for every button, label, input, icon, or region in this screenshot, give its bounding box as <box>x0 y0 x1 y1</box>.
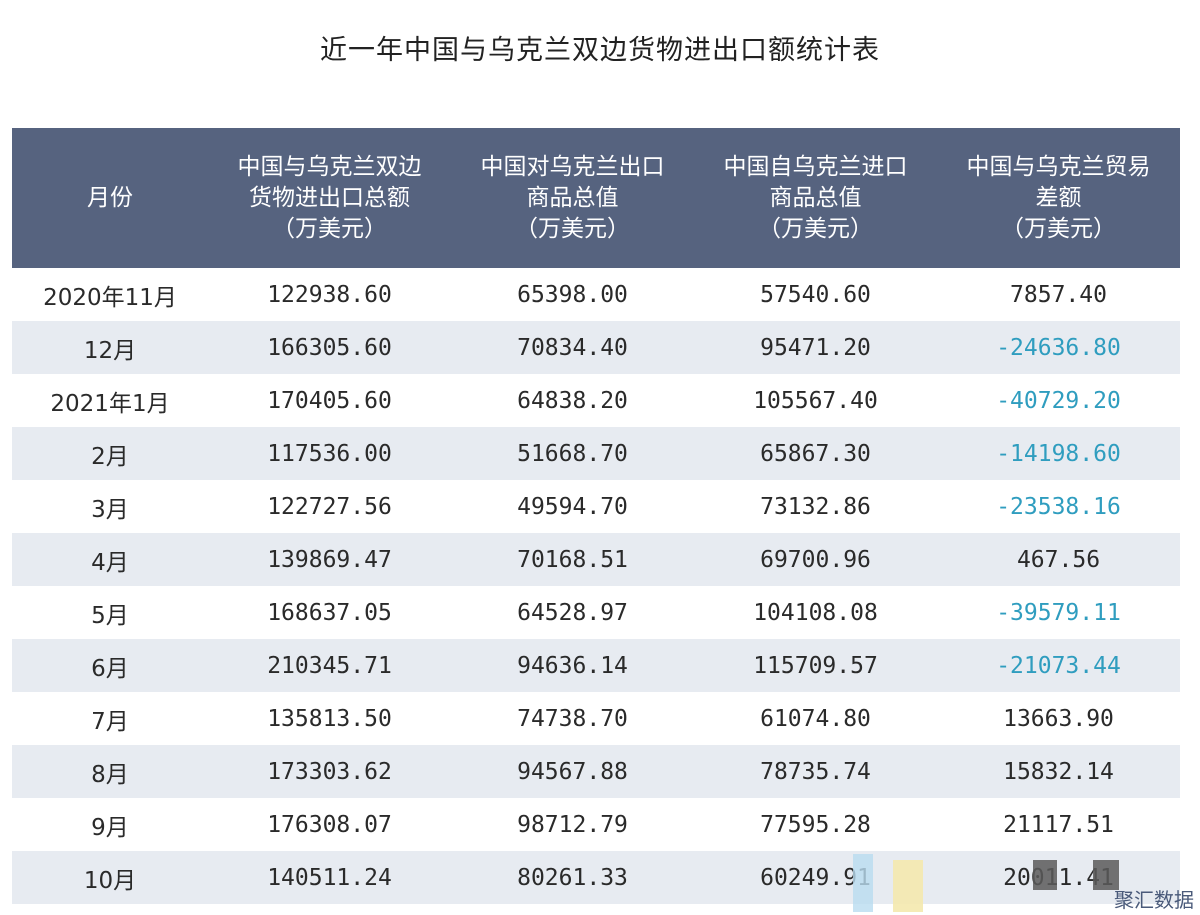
cell-import: 60249.91 <box>760 864 871 891</box>
cell-total: 170405.60 <box>267 387 392 414</box>
cell-total: 139869.47 <box>267 546 392 573</box>
cell-export: 94567.88 <box>517 758 628 785</box>
header-import: 中国自乌克兰进口 商品总值 （万美元） <box>723 153 908 242</box>
cell-balance: 7857.40 <box>1010 281 1107 308</box>
table-row: 7月 135813.50 74738.70 61074.80 13663.90 <box>12 692 1180 745</box>
cell-month: 2021年1月 <box>50 390 170 417</box>
cell-balance: -21073.44 <box>996 652 1121 679</box>
cell-import: 65867.30 <box>760 440 871 467</box>
cell-month: 7月 <box>91 708 129 735</box>
cell-import: 57540.60 <box>760 281 871 308</box>
table-row: 12月 166305.60 70834.40 95471.20 -24636.80 <box>12 321 1180 374</box>
cell-month: 5月 <box>91 602 129 629</box>
cell-total: 135813.50 <box>267 705 392 732</box>
cell-month: 2020年11月 <box>43 284 177 311</box>
cell-import: 61074.80 <box>760 705 871 732</box>
table-row: 10月 140511.24 80261.33 60249.91 20011.41 <box>12 851 1180 904</box>
cell-month: 4月 <box>91 549 129 576</box>
table-row: 3月 122727.56 49594.70 73132.86 -23538.16 <box>12 480 1180 533</box>
table-row: 2月 117536.00 51668.70 65867.30 -14198.60 <box>12 427 1180 480</box>
table-row: 2021年1月 170405.60 64838.20 105567.40 -40729.… <box>12 374 1180 427</box>
table-row: 4月 139869.47 70168.51 69700.96 467.56 <box>12 533 1180 586</box>
cell-import: 115709.57 <box>753 652 878 679</box>
table-body: 2020年11月 122938.60 65398.00 57540.60 7857.40… <box>12 268 1180 904</box>
cell-export: 80261.33 <box>517 864 628 891</box>
table-row: 8月 173303.62 94567.88 78735.74 15832.14 <box>12 745 1180 798</box>
cell-import: 78735.74 <box>760 758 871 785</box>
cell-total: 122938.60 <box>267 281 392 308</box>
cell-export: 98712.79 <box>517 811 628 838</box>
cell-balance: 467.56 <box>1016 546 1101 573</box>
cell-import: 73132.86 <box>760 493 871 520</box>
cell-export: 64838.20 <box>517 387 628 414</box>
cell-balance: -40729.20 <box>996 387 1121 414</box>
cell-total: 173303.62 <box>267 758 392 785</box>
cell-balance: 21117.51 <box>1003 811 1114 838</box>
table-row: 6月 210345.71 94636.14 115709.57 -21073.44 <box>12 639 1180 692</box>
cell-total: 168637.05 <box>267 599 392 626</box>
cell-total: 140511.24 <box>267 864 392 891</box>
cell-balance: 15832.14 <box>1003 758 1114 785</box>
cell-total: 166305.60 <box>267 334 392 361</box>
table-row: 2020年11月 122938.60 65398.00 57540.60 7857.40 <box>12 268 1180 321</box>
cell-total: 176308.07 <box>267 811 392 838</box>
cell-month: 10月 <box>83 867 137 894</box>
cell-export: 70834.40 <box>517 334 628 361</box>
cell-total: 210345.71 <box>267 652 392 679</box>
cell-total: 122727.56 <box>267 493 392 520</box>
header-balance: 中国与乌克兰贸易 差额 （万美元） <box>966 153 1151 242</box>
table-title: 近一年中国与乌克兰双边货物进出口额统计表 <box>320 35 880 66</box>
cell-export: 64528.97 <box>517 599 628 626</box>
cell-import: 69700.96 <box>760 546 871 573</box>
cell-total: 117536.00 <box>267 440 392 467</box>
trade-table: 月份 中国与乌克兰双边 货物进出口总额 （万美元） 中国对乌克兰出口 商品总值 … <box>12 128 1180 904</box>
cell-month: 9月 <box>91 814 129 841</box>
cell-month: 2月 <box>91 443 129 470</box>
cell-balance: 13663.90 <box>1003 705 1114 732</box>
cell-export: 65398.00 <box>517 281 628 308</box>
cell-month: 8月 <box>91 761 129 788</box>
cell-export: 94636.14 <box>517 652 628 679</box>
header-month: 月份 <box>87 184 133 211</box>
cell-balance: -39579.11 <box>996 599 1121 626</box>
cell-export: 51668.70 <box>517 440 628 467</box>
table-row: 5月 168637.05 64528.97 104108.08 -39579.11 <box>12 586 1180 639</box>
cell-import: 95471.20 <box>760 334 871 361</box>
cell-export: 70168.51 <box>517 546 628 573</box>
cell-export: 74738.70 <box>517 705 628 732</box>
cell-month: 3月 <box>91 496 129 523</box>
cell-import: 105567.40 <box>753 387 878 414</box>
header-export: 中国对乌克兰出口 商品总值 （万美元） <box>480 153 665 242</box>
header-total: 中国与乌克兰双边 货物进出口总额 （万美元） <box>237 153 422 242</box>
cell-import: 77595.28 <box>760 811 871 838</box>
table-header: 月份 中国与乌克兰双边 货物进出口总额 （万美元） 中国对乌克兰出口 商品总值 … <box>12 128 1180 268</box>
cell-balance: -14198.60 <box>996 440 1121 467</box>
cell-balance: -24636.80 <box>996 334 1121 361</box>
cell-month: 6月 <box>91 655 129 682</box>
cell-export: 49594.70 <box>517 493 628 520</box>
cell-balance: -23538.16 <box>996 493 1121 520</box>
cell-month: 12月 <box>83 337 137 364</box>
cell-import: 104108.08 <box>753 599 878 626</box>
table-row: 9月 176308.07 98712.79 77595.28 21117.51 <box>12 798 1180 851</box>
cell-balance: 20011.41 <box>1003 864 1114 891</box>
